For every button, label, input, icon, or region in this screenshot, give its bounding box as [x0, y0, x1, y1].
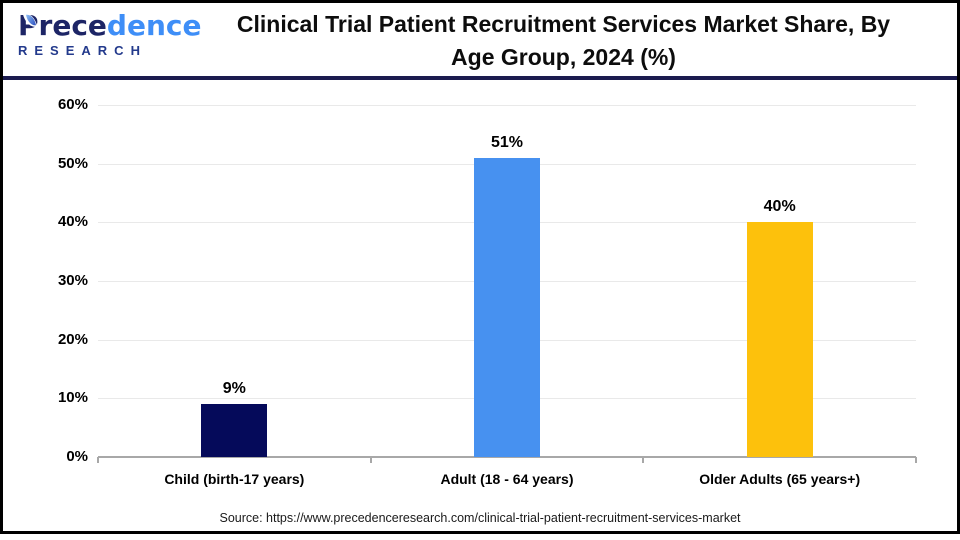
- y-axis-label: 60%: [57, 96, 88, 113]
- y-axis-label: 30%: [57, 272, 88, 289]
- title-line-2: Age Group, 2024 (%): [451, 44, 676, 70]
- header-divider: [3, 76, 957, 80]
- x-axis-tick: [97, 457, 99, 463]
- precedence-research-logo: Precedence RESEARCH: [18, 11, 201, 73]
- logo-name-light: dence: [106, 9, 202, 42]
- x-axis-tick: [369, 457, 372, 463]
- source-text: Source: https://www.precedenceresearch.c…: [219, 511, 741, 525]
- y-axis-label: 10%: [57, 389, 88, 407]
- bar: [201, 404, 268, 457]
- y-axis-label: 50%: [57, 154, 88, 172]
- y-axis-label: 40%: [57, 213, 88, 231]
- x-axis-line: [98, 456, 916, 458]
- y-axis-label: 20%: [57, 330, 88, 348]
- title-line-1: Clinical Trial Patient Recruitment Servi…: [236, 11, 891, 37]
- y-axis-label: 0%: [66, 448, 88, 465]
- x-axis-tick: [642, 457, 645, 463]
- bar-chart: 0% 10% 20% 30% 40% 50% 60% 9% Child (birth-17 ye…: [0, 82, 960, 505]
- gridline: [98, 105, 916, 106]
- x-axis-label: Child (birth-17 years): [164, 471, 305, 487]
- logo-name: Precedence: [18, 11, 201, 41]
- bar-value-label: 40%: [763, 198, 796, 216]
- bar: [746, 222, 813, 457]
- page-title: Clinical Trial Patient Recruitment Servi…: [185, 8, 942, 74]
- logo-subtitle: RESEARCH: [18, 43, 147, 58]
- bar: [474, 157, 540, 457]
- x-axis-tick: [915, 457, 917, 463]
- bar-value-label: 51%: [490, 133, 524, 151]
- bar-value-label: 9%: [222, 380, 246, 398]
- x-axis-label: Older Adults (65 years+): [699, 471, 861, 487]
- x-axis-label: Adult (18 - 64 years): [440, 471, 574, 487]
